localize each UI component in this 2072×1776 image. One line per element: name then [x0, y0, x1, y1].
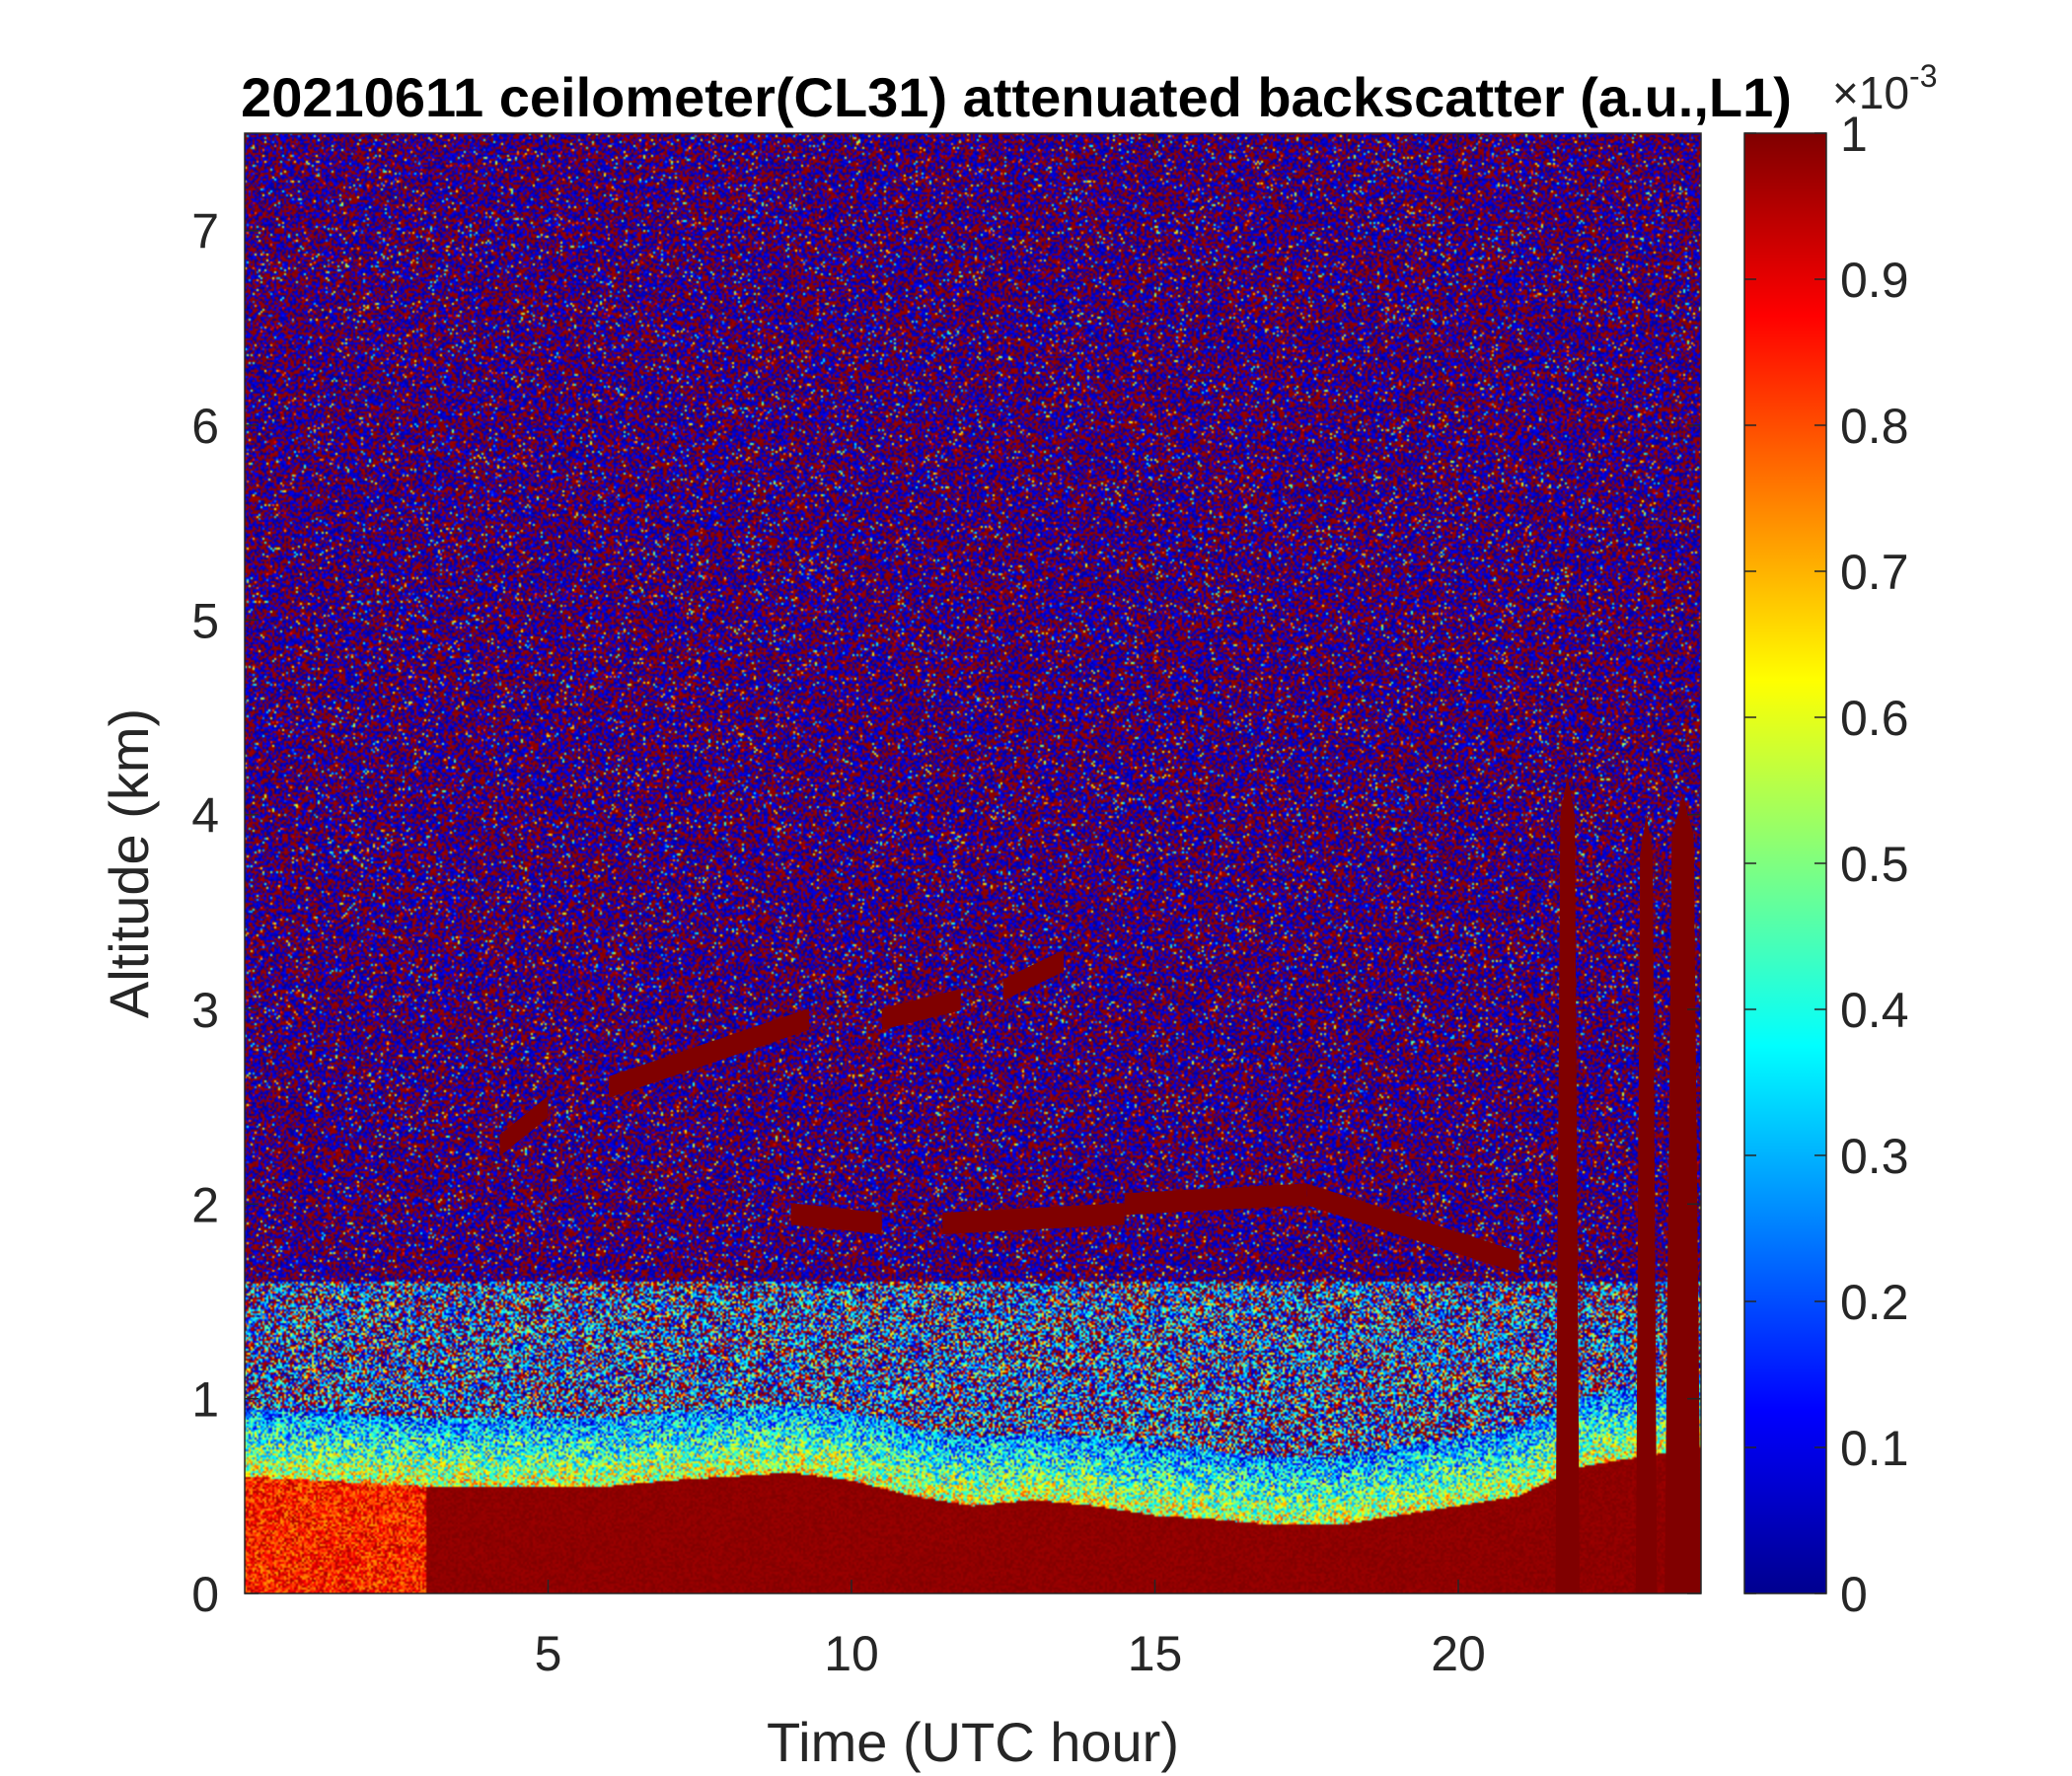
colorbar-gradient [1743, 132, 1827, 1594]
x-tick-label: 5 [535, 1626, 562, 1681]
colorbar: 0 0.1 0.2 0.3 0.4 0.5 0.6 0.7 0.8 0.9 1 ×10-3 [1743, 58, 1937, 1622]
colorbar-tick-label: 0.3 [1840, 1129, 1909, 1184]
precipitation-column [1635, 814, 1658, 1593]
cloud-layer [1002, 949, 1065, 1001]
x-axis-label: Time (UTC hour) [767, 1711, 1179, 1773]
colorbar-tick-label: 0.6 [1840, 691, 1909, 746]
colorbar-tick-label: 1 [1840, 107, 1868, 162]
precipitation-column [1665, 794, 1701, 1593]
x-tick-label: 15 [1128, 1626, 1183, 1681]
y-axis-label: Altitude (km) [98, 708, 160, 1018]
colorbar-scale-exponent: -3 [1909, 58, 1937, 94]
cloud-layer [790, 1203, 882, 1235]
y-axis: 0 1 2 3 4 5 6 7 [191, 204, 1701, 1622]
colorbar-scale-base: ×10 [1832, 67, 1909, 118]
colorbar-tick-label: 0.2 [1840, 1275, 1909, 1330]
colorbar-tick-label: 0.7 [1840, 545, 1909, 600]
precipitation-column [1555, 776, 1580, 1593]
y-tick-label: 5 [191, 593, 219, 648]
y-tick-label: 7 [191, 204, 219, 259]
y-tick-label: 6 [191, 399, 219, 454]
chart-title: 20210611 ceilometer(CL31) attenuated bac… [241, 66, 1792, 128]
cloud-layer [942, 1203, 1125, 1235]
plot-frame [244, 132, 1702, 1594]
colorbar-tick-label: 0.1 [1840, 1421, 1909, 1476]
colorbar-tick-label: 0.4 [1840, 983, 1909, 1038]
x-axis: 5 10 15 20 [535, 133, 1486, 1681]
y-tick-label: 4 [191, 788, 219, 844]
x-tick-label: 10 [824, 1626, 879, 1681]
colorbar-tick-label: 0 [1840, 1567, 1868, 1622]
y-tick-label: 0 [191, 1567, 219, 1622]
cloud-layer [881, 989, 961, 1030]
cloud-layer [1124, 1183, 1307, 1216]
colorbar-tick-label: 0.5 [1840, 837, 1909, 892]
cloud-layer [609, 1007, 809, 1098]
y-tick-label: 2 [191, 1177, 219, 1232]
cloud-layer [1306, 1183, 1519, 1274]
x-tick-label: 20 [1431, 1626, 1486, 1681]
colorbar-tick-label: 0.8 [1840, 399, 1909, 454]
cloud-layer [499, 1095, 549, 1157]
backscatter-image [245, 133, 1701, 1593]
colorbar-scale-factor: ×10-3 [1832, 58, 1937, 118]
plot-area [244, 132, 1702, 1594]
y-tick-label: 1 [191, 1372, 219, 1428]
y-tick-label: 3 [191, 983, 219, 1038]
colorbar-tick-label: 0.9 [1840, 253, 1909, 308]
